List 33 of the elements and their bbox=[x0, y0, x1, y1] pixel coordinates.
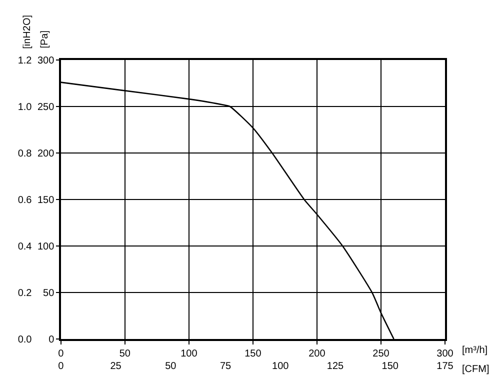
x2-tick-label: 150 bbox=[382, 360, 399, 372]
x-tick-label: 150 bbox=[244, 348, 262, 360]
y-tick-label: 50 bbox=[43, 288, 55, 299]
x2-tick-label: 0 bbox=[58, 360, 64, 372]
x-tick-label: 0 bbox=[58, 348, 64, 360]
x-axis-title: [m³/h] bbox=[462, 345, 488, 356]
y2-tick-label: 0.6 bbox=[18, 194, 32, 206]
x-tick-label: 200 bbox=[308, 348, 326, 360]
x2-tick-label: 175 bbox=[436, 360, 454, 372]
y2-tick-label: 1.2 bbox=[18, 56, 32, 66]
y-tick-label: 150 bbox=[37, 194, 55, 206]
y2-axis-title: [inH2O] bbox=[22, 14, 33, 49]
y-axis-title: [Pa] bbox=[39, 30, 50, 48]
y-tick-label: 0 bbox=[48, 334, 55, 346]
y2-tick-label: 1.0 bbox=[18, 102, 32, 113]
y2-tick-label: 0.2 bbox=[18, 288, 32, 299]
x2-tick-label: 100 bbox=[272, 360, 290, 372]
x-tick-label: 250 bbox=[372, 348, 390, 360]
x-tick-label: 100 bbox=[180, 348, 198, 360]
y2-tick-label: 0.0 bbox=[18, 334, 32, 346]
x2-tick-label: 25 bbox=[110, 360, 122, 372]
y-tick-label: 300 bbox=[37, 56, 55, 66]
x2-tick-label: 50 bbox=[165, 360, 177, 372]
y2-tick-label: 0.4 bbox=[18, 241, 32, 252]
x2-axis-title: [CFM] bbox=[462, 364, 490, 375]
x2-tick-label: 125 bbox=[326, 360, 344, 372]
x-tick-label: 50 bbox=[119, 348, 131, 360]
y-tick-label: 200 bbox=[37, 148, 55, 160]
y-tick-label: 100 bbox=[37, 241, 55, 252]
y2-tick-label: 0.8 bbox=[18, 148, 32, 160]
x-tick-label: 300 bbox=[436, 348, 454, 360]
x2-tick-label: 75 bbox=[220, 360, 232, 372]
y-tick-label: 250 bbox=[37, 102, 55, 113]
